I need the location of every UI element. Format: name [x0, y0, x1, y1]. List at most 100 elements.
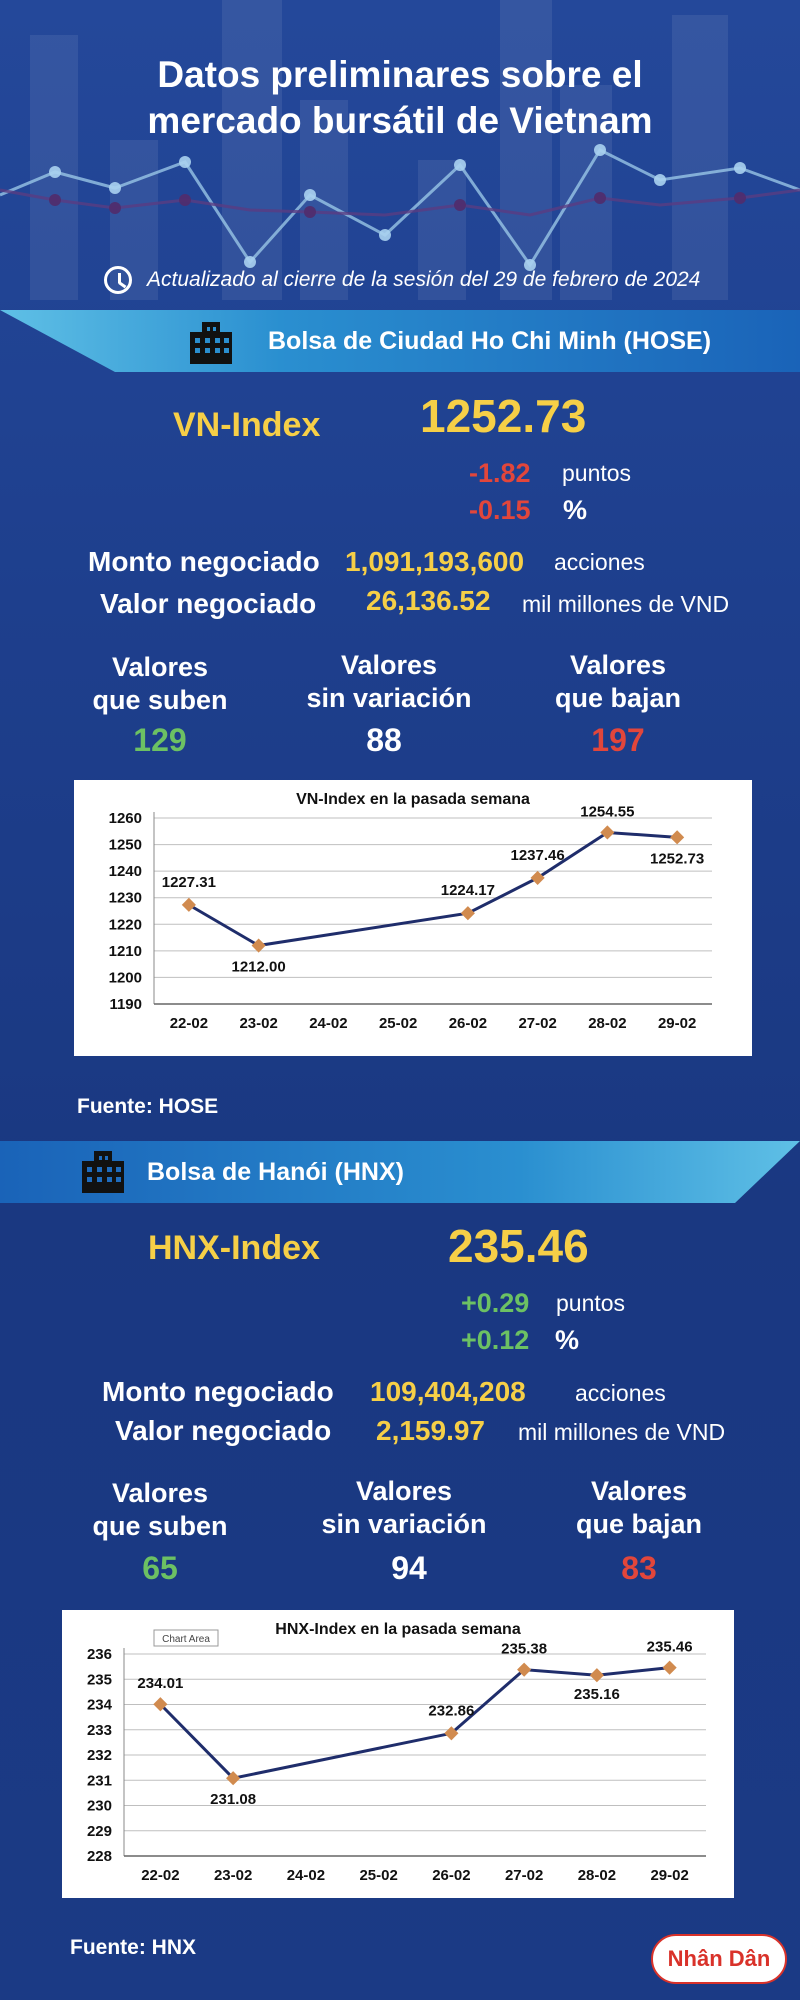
- vn-index-change-points: -1.82: [469, 458, 531, 488]
- hose-value-value: 26,136.52: [366, 585, 491, 616]
- x-tick-label: 26-02: [432, 1867, 470, 1884]
- hnx-flat-label-2: sin variación: [321, 1509, 487, 1539]
- deco-bar: [222, 0, 282, 300]
- hnx-flat-label-1: Valores: [355, 1476, 453, 1506]
- data-label: 231.08: [210, 1791, 256, 1808]
- hnx-down-label: Valores que bajan: [534, 1475, 744, 1541]
- hnx-value-unit: mil millones de VND: [518, 1419, 726, 1445]
- x-tick-label: 28-02: [588, 1015, 626, 1032]
- title-line-1: Datos preliminares sobre el: [157, 54, 643, 95]
- vn-index-change-pct: -0.15: [469, 495, 531, 525]
- hose-source: Fuente: HOSE: [77, 1095, 219, 1118]
- x-tick-label: 22-02: [170, 1015, 208, 1032]
- deco-bar: [672, 15, 728, 300]
- x-tick-label: 27-02: [518, 1015, 556, 1032]
- data-label: 1212.00: [232, 959, 286, 976]
- data-label: 1254.55: [580, 803, 634, 820]
- hnx-index-pct-label: %: [555, 1325, 580, 1355]
- hnx-index-change-pct: +0.12: [461, 1325, 530, 1355]
- x-tick-label: 25-02: [379, 1015, 417, 1032]
- data-point: [444, 1726, 459, 1741]
- y-tick-label: 230: [87, 1798, 112, 1815]
- series-line: [188, 830, 678, 948]
- y-tick-label: 231: [87, 1772, 112, 1789]
- hose-volume-label: Monto negociado: [88, 546, 320, 577]
- hnx-flat-label: Valores sin variación: [299, 1475, 509, 1541]
- x-tick-label: 28-02: [578, 1867, 616, 1884]
- data-point: [226, 1771, 241, 1786]
- x-tick-label: 23-02: [214, 1867, 252, 1884]
- y-tick-label: 1240: [109, 863, 142, 880]
- x-tick-label: 29-02: [658, 1015, 696, 1032]
- data-label: 1237.46: [511, 847, 565, 864]
- hose-down-label-1: Valores: [569, 650, 667, 680]
- hose-flat-label: Valores sin variación: [284, 649, 494, 715]
- x-tick-label: 24-02: [287, 1867, 325, 1884]
- vn-index-chart: VN-Index en la pasada semana 1260 1250 1240…: [74, 780, 752, 1056]
- hnx-source: Fuente: HNX: [70, 1936, 196, 1959]
- data-label: 1227.31: [162, 874, 216, 891]
- vn-index-points-label: puntos: [562, 460, 632, 486]
- hnx-exchange-name: Bolsa de Hanói (HNX): [147, 1158, 404, 1186]
- hnx-down-label-2: que bajan: [575, 1509, 703, 1539]
- x-tick-label: 27-02: [505, 1867, 543, 1884]
- deco-bar: [560, 85, 612, 300]
- hose-down-label-2: que bajan: [554, 683, 682, 713]
- building-icon: [82, 1151, 124, 1193]
- building-icon: [190, 322, 232, 364]
- page-title: Datos preliminares sobre el mercado burs…: [0, 52, 800, 144]
- hnx-up-count: 65: [142, 1550, 178, 1586]
- hose-up-label-2: que suben: [92, 685, 228, 715]
- data-label: 235.38: [501, 1641, 547, 1658]
- y-tick-label: 234: [87, 1697, 113, 1714]
- hnx-index-value: 235.46: [448, 1220, 589, 1272]
- data-label: 235.16: [574, 1686, 620, 1703]
- x-tick-label: 29-02: [650, 1867, 688, 1884]
- hnx-band: Bolsa de Hanói (HNX): [0, 1141, 800, 1203]
- vn-index-pct-label: %: [563, 495, 588, 525]
- hose-band: Bolsa de Ciudad Ho Chi Minh (HOSE): [0, 310, 800, 372]
- hnx-up-label: Valores que suben: [55, 1477, 265, 1543]
- title-line-2: mercado bursátil de Vietnam: [147, 100, 653, 141]
- header-background: [0, 0, 800, 300]
- data-point: [670, 830, 685, 845]
- hose-volume-value: 1,091,193,600: [345, 546, 525, 577]
- clock-icon: [104, 266, 132, 294]
- hnx-index-chart: HNX-Index en la pasada semana Chart Area 2…: [62, 1610, 734, 1898]
- data-point: [662, 1660, 677, 1675]
- data-label: 234.01: [137, 1675, 183, 1692]
- data-point: [251, 938, 266, 953]
- update-timestamp: Actualizado al cierre de la sesión del 2…: [147, 268, 701, 291]
- hnx-down-count: 83: [621, 1550, 657, 1586]
- chart-svg: HNX-Index en la pasada semana Chart Area 2…: [87, 1621, 706, 1884]
- hnx-value-label: Valor negociado: [115, 1415, 332, 1446]
- data-point: [600, 825, 615, 840]
- hnx-index-points-label: puntos: [556, 1290, 626, 1316]
- hnx-up-label-1: Valores: [111, 1478, 209, 1508]
- y-tick-label: 1190: [109, 996, 142, 1013]
- hnx-volume-unit: acciones: [575, 1380, 666, 1406]
- y-tick-label: 228: [87, 1848, 112, 1865]
- hose-volume-unit: acciones: [554, 549, 645, 575]
- data-point: [589, 1668, 604, 1683]
- hose-flat-label-2: sin variación: [306, 683, 472, 713]
- y-tick-label: 235: [87, 1671, 112, 1688]
- data-label: 1252.73: [650, 850, 704, 867]
- y-tick-label: 1200: [109, 969, 142, 986]
- hose-up-label-1: Valores: [111, 652, 209, 682]
- chart-area-tag-box: [153, 1629, 219, 1647]
- hnx-volume-value: 109,404,208: [370, 1376, 526, 1407]
- hose-up-count: 129: [133, 722, 187, 758]
- y-tick-label: 1260: [109, 810, 142, 827]
- y-tick-label: 236: [87, 1646, 112, 1663]
- chart-area-tag: Chart Area: [162, 1634, 210, 1645]
- x-tick-label: 22-02: [141, 1867, 179, 1884]
- x-tick-label: 25-02: [359, 1867, 397, 1884]
- hose-flat-count: 88: [366, 722, 402, 758]
- data-point: [181, 897, 196, 912]
- hnx-index-change-points: +0.29: [461, 1288, 530, 1318]
- hnx-flat-count: 94: [391, 1550, 427, 1586]
- vn-index-name: VN-Index: [173, 406, 321, 444]
- hnx-value-value: 2,159.97: [376, 1415, 485, 1446]
